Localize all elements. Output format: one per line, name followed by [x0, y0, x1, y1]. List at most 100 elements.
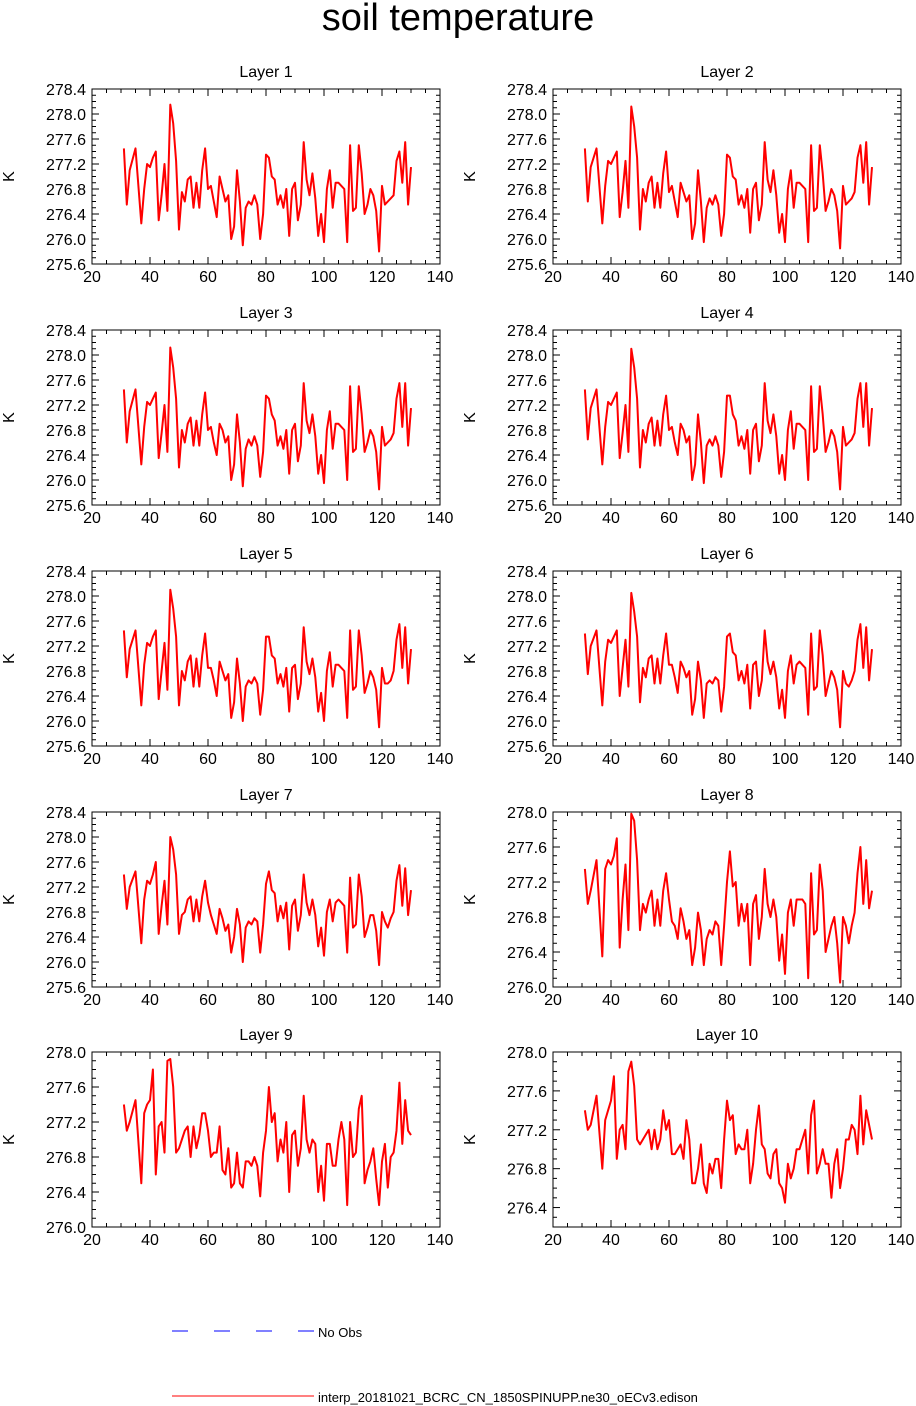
plot-frame	[91, 329, 441, 506]
y-tick-label: 277.6	[46, 855, 86, 872]
y-tick-label: 277.2	[46, 1115, 86, 1132]
x-tick-label: 40	[602, 269, 620, 286]
x-tick-label: 120	[830, 269, 857, 286]
y-tick-label: 276.8	[46, 664, 86, 681]
y-axis-label: K	[462, 412, 479, 423]
y-tick-label: 278.0	[507, 805, 547, 822]
y-tick-label: 276.4	[507, 448, 547, 465]
legend: No Obs interp_20181021_BCRC_CN_1850SPINU…	[172, 1325, 698, 1405]
y-axis-label: K	[1, 1134, 18, 1145]
y-tick-label: 275.6	[46, 498, 86, 515]
figure-title: soil temperature	[322, 0, 594, 39]
x-tick-label: 100	[772, 1232, 799, 1249]
series-line	[122, 346, 412, 491]
y-tick-label: 278.0	[46, 589, 86, 606]
y-axis-label: K	[462, 1134, 479, 1145]
x-tick-label: 40	[602, 992, 620, 1009]
y-tick-label: 276.8	[507, 423, 547, 440]
x-tick-label: 100	[311, 269, 338, 286]
x-tick-label: 100	[772, 992, 799, 1009]
y-tick-label: 278.0	[46, 348, 86, 365]
series-line	[583, 591, 873, 729]
y-tick-label: 277.2	[507, 1123, 547, 1140]
panel-layer-7: Layer 7 K 20 40 60 80 100 120 140 275.6 276.0 276.4…	[1, 787, 453, 1009]
panel-layer-5: Layer 5 K 20 40 60 80 100 120 140 275.6 276.0 276.4…	[1, 546, 453, 768]
y-tick-label: 276.0	[507, 980, 547, 997]
y-tick-label: 276.0	[46, 232, 86, 249]
x-tick-label: 40	[141, 992, 159, 1009]
panel-title: Layer 4	[700, 305, 753, 322]
x-tick-label: 120	[830, 751, 857, 768]
y-tick-label: 276.8	[46, 905, 86, 922]
x-tick-label: 140	[888, 751, 915, 768]
y-axis-label: K	[462, 653, 479, 664]
panels: Layer 1 K 20 40 60 80 100 120 140 275.6 276.0 276.4…	[1, 64, 914, 1249]
x-tick-label: 140	[888, 1232, 915, 1249]
y-tick-label: 276.0	[507, 232, 547, 249]
y-tick-label: 276.8	[46, 182, 86, 199]
series-line	[122, 1058, 412, 1207]
series-line	[122, 588, 412, 729]
x-tick-label: 100	[311, 510, 338, 527]
x-tick-label: 80	[718, 510, 736, 527]
y-tick-label: 278.0	[46, 830, 86, 847]
y-tick-label: 276.4	[507, 1201, 547, 1218]
x-tick-label: 80	[718, 269, 736, 286]
y-tick-label: 277.2	[507, 875, 547, 892]
panel-title: Layer 10	[696, 1027, 758, 1044]
x-tick-label: 140	[427, 1232, 454, 1249]
y-tick-label: 277.6	[507, 132, 547, 149]
y-tick-label: 277.6	[46, 1080, 86, 1097]
y-tick-label: 277.6	[507, 614, 547, 631]
y-tick-label: 278.4	[46, 564, 86, 581]
x-tick-label: 140	[427, 992, 454, 1009]
x-tick-label: 100	[772, 751, 799, 768]
x-tick-label: 20	[544, 510, 562, 527]
y-axis-label: K	[1, 171, 18, 182]
x-tick-label: 140	[427, 510, 454, 527]
x-tick-label: 40	[141, 1232, 159, 1249]
panel-layer-6: Layer 6 K 20 40 60 80 100 120 140 275.6 276.0 276.4…	[462, 546, 914, 768]
panel-layer-4: Layer 4 K 20 40 60 80 100 120 140 275.6 276.0 276.4…	[462, 305, 914, 527]
y-tick-label: 276.0	[507, 473, 547, 490]
x-tick-label: 100	[311, 751, 338, 768]
y-tick-label: 276.8	[507, 1162, 547, 1179]
x-tick-label: 20	[83, 1232, 101, 1249]
panel-layer-1: Layer 1 K 20 40 60 80 100 120 140 275.6 276.0 276.4…	[1, 64, 453, 286]
x-tick-label: 120	[830, 510, 857, 527]
y-tick-label: 277.6	[507, 1084, 547, 1101]
x-tick-label: 60	[199, 269, 217, 286]
y-tick-label: 278.0	[507, 348, 547, 365]
y-tick-label: 276.0	[46, 1220, 86, 1237]
y-tick-label: 276.0	[46, 955, 86, 972]
y-tick-label: 275.6	[46, 257, 86, 274]
series-line	[583, 812, 873, 984]
y-tick-label: 276.8	[507, 182, 547, 199]
x-tick-label: 80	[718, 751, 736, 768]
x-tick-label: 100	[772, 510, 799, 527]
y-tick-label: 277.2	[46, 639, 86, 656]
y-tick-label: 276.4	[507, 207, 547, 224]
panel-layer-2: Layer 2 K 20 40 60 80 100 120 140 275.6 276.0 276.4…	[462, 64, 914, 286]
x-tick-label: 140	[888, 992, 915, 1009]
x-tick-label: 120	[369, 992, 396, 1009]
y-tick-label: 277.6	[46, 132, 86, 149]
x-tick-label: 60	[199, 992, 217, 1009]
x-tick-label: 100	[311, 1232, 338, 1249]
y-tick-label: 278.4	[46, 82, 86, 99]
plot-frame	[552, 88, 902, 265]
plot-frame	[552, 329, 902, 506]
y-tick-label: 275.6	[46, 980, 86, 997]
x-tick-label: 20	[83, 269, 101, 286]
y-tick-label: 278.4	[46, 805, 86, 822]
y-tick-label: 277.6	[46, 614, 86, 631]
y-tick-label: 276.8	[507, 910, 547, 927]
x-tick-label: 40	[141, 510, 159, 527]
x-tick-label: 80	[718, 992, 736, 1009]
y-tick-label: 278.0	[507, 589, 547, 606]
panel-title: Layer 2	[700, 64, 753, 81]
x-tick-label: 20	[544, 269, 562, 286]
x-tick-label: 80	[257, 1232, 275, 1249]
panel-title: Layer 3	[239, 305, 292, 322]
